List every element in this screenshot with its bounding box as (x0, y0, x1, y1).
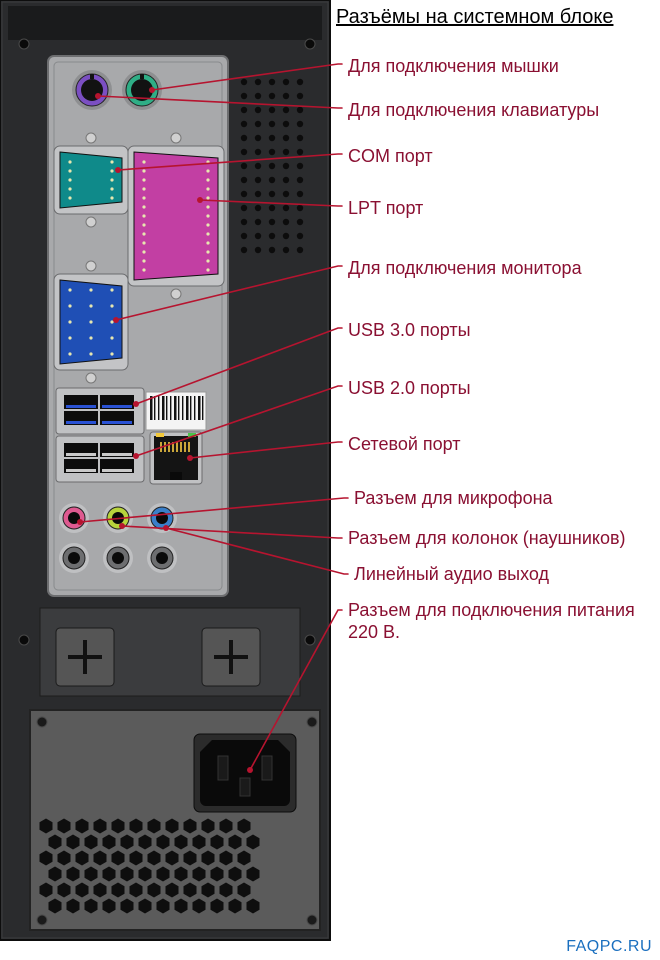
label-keyboard: Для подключения клавиатуры (348, 100, 599, 122)
diagram-title: Разъёмы на системном блоке (336, 6, 613, 29)
label-mic: Разъем для микрофона (354, 488, 553, 510)
label-lpt: LPT порт (348, 198, 423, 220)
label-rj45: Сетевой порт (348, 434, 461, 456)
label-mouse: Для подключения мышки (348, 56, 559, 78)
diagram-svg (0, 0, 660, 960)
diagram-root: Разъёмы на системном блоке Для подключен… (0, 0, 660, 960)
label-vga: Для подключения монитора (348, 258, 582, 280)
label-power: Разъем для подключения питания 220 В. (348, 600, 635, 643)
label-com: COM порт (348, 146, 433, 168)
label-usb3: USB 3.0 порты (348, 320, 471, 342)
watermark: FAQPC.RU (566, 938, 652, 956)
label-line: Линейный аудио выход (354, 564, 549, 586)
label-spk: Разъем для колонок (наушников) (348, 528, 626, 550)
label-usb2: USB 2.0 порты (348, 378, 471, 400)
